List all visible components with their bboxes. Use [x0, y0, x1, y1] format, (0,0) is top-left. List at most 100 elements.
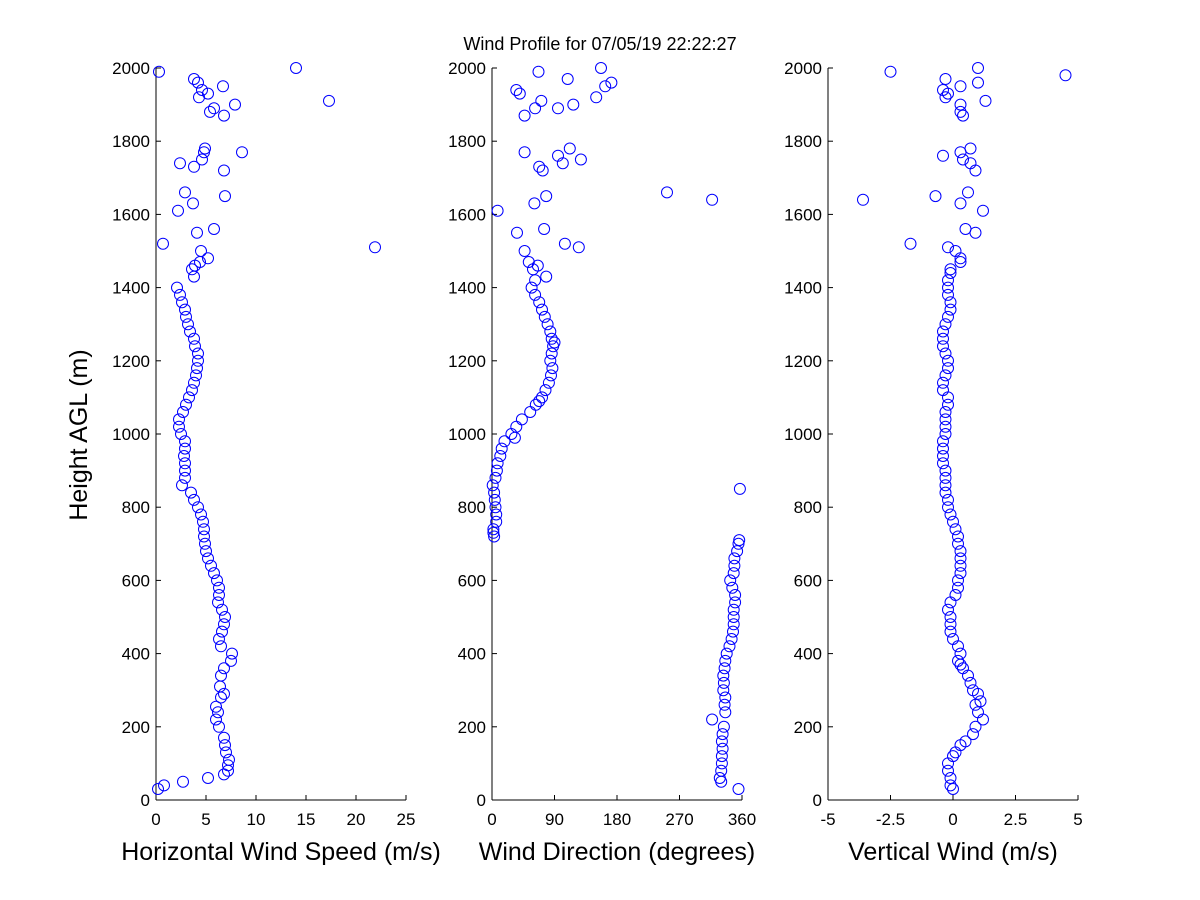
data-point — [939, 369, 952, 382]
data-point — [197, 515, 209, 528]
data-point — [548, 336, 561, 349]
data-point — [198, 530, 210, 543]
data-point — [538, 310, 551, 323]
data-point — [518, 146, 531, 159]
data-point — [215, 640, 227, 653]
y-tick-label: 1800 — [448, 132, 486, 151]
data-point — [488, 486, 501, 499]
data-point — [969, 226, 982, 239]
data-point — [952, 581, 964, 594]
data-point — [216, 625, 228, 638]
data-point — [939, 479, 952, 492]
data-point — [952, 530, 964, 543]
data-point — [715, 757, 728, 770]
data-point — [723, 640, 736, 653]
data-point — [717, 720, 730, 733]
data-point — [937, 340, 949, 353]
data-point — [191, 226, 203, 239]
data-point — [518, 245, 531, 257]
data-points — [486, 62, 746, 795]
data-point — [180, 398, 192, 411]
data-point — [198, 523, 210, 536]
data-point — [716, 728, 729, 741]
data-point — [202, 252, 214, 265]
y-tick-label: 600 — [122, 571, 150, 590]
data-point — [957, 109, 969, 122]
data-point — [719, 691, 732, 704]
data-point — [200, 545, 212, 558]
panel-horizontal-wind-speed: 0 200 400 600 800 1000 1200 1400 1600 1800 2000 0 5 1… — [112, 59, 441, 866]
data-point — [977, 204, 989, 217]
data-point — [937, 384, 949, 397]
data-point — [495, 442, 508, 455]
data-point — [964, 157, 977, 170]
data-point — [944, 303, 957, 316]
data-point — [175, 428, 187, 440]
data-point — [498, 435, 511, 448]
data-point — [211, 574, 223, 587]
data-point — [952, 574, 964, 587]
y-tick-label: 200 — [122, 718, 150, 737]
data-point — [732, 783, 745, 795]
x-tick-label: 0 — [487, 810, 496, 829]
data-point — [944, 779, 957, 792]
data-point — [962, 186, 974, 199]
data-point — [208, 223, 220, 235]
y-tick-label: 1000 — [112, 425, 150, 444]
x-tick-label: 2.5 — [1004, 810, 1028, 829]
data-point — [942, 87, 954, 100]
x-tick-label: 0 — [151, 810, 160, 829]
x-tick-label: 0 — [948, 810, 957, 829]
data-point — [942, 354, 954, 367]
data-point — [944, 267, 957, 279]
data-point — [533, 296, 546, 309]
data-point — [195, 508, 207, 521]
data-point — [540, 270, 553, 283]
data-point — [540, 190, 553, 203]
x-tick-label: 20 — [347, 810, 366, 829]
data-point — [187, 197, 199, 210]
data-point — [177, 775, 189, 788]
data-point — [191, 362, 203, 375]
data-point — [178, 450, 190, 462]
data-point — [561, 73, 574, 85]
data-point — [939, 420, 952, 433]
data-point — [489, 471, 502, 484]
data-point — [595, 62, 607, 74]
data-point — [174, 157, 186, 170]
data-point — [715, 750, 728, 763]
data-point — [733, 482, 746, 495]
data-point — [964, 142, 977, 155]
data-point — [183, 391, 195, 404]
y-tick-label: 1600 — [784, 205, 822, 224]
data-point — [213, 581, 225, 594]
data-point — [954, 105, 967, 118]
data-point — [884, 65, 897, 78]
data-point — [969, 720, 982, 733]
y-tick-label: 1600 — [448, 205, 486, 224]
data-point — [208, 567, 220, 580]
data-point — [947, 515, 959, 528]
data-point — [942, 241, 954, 254]
data-point — [490, 508, 503, 521]
data-point — [195, 245, 207, 257]
data-point — [202, 772, 214, 784]
data-point — [216, 603, 228, 616]
data-point — [942, 274, 954, 287]
y-axis-label: Height AGL (m) — [65, 349, 93, 520]
data-point — [726, 581, 739, 594]
data-point — [728, 552, 741, 565]
data-point — [210, 700, 222, 713]
x-tick-label: 90 — [545, 810, 564, 829]
data-point — [196, 84, 208, 96]
data-point — [546, 362, 559, 375]
data-point — [184, 325, 196, 338]
data-point — [590, 91, 603, 104]
x-axis-label: Vertical Wind (m/s) — [848, 838, 1058, 866]
y-tick-label: 0 — [813, 791, 822, 810]
data-point — [218, 687, 230, 700]
y-tick-label: 2000 — [784, 59, 822, 78]
data-point — [213, 720, 225, 733]
data-point — [716, 742, 729, 755]
data-point — [959, 735, 972, 748]
